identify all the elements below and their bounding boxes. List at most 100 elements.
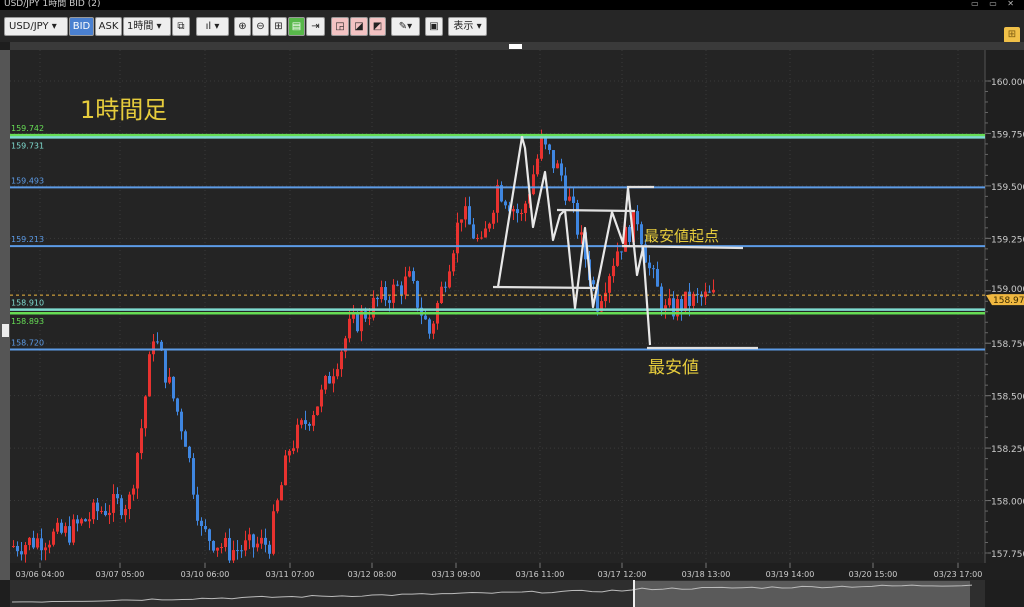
level-label: 159.731 <box>11 141 44 150</box>
candle <box>204 526 207 530</box>
edit-drawing-icon[interactable]: ◪ <box>350 17 368 36</box>
bid-button[interactable]: BID <box>69 17 94 36</box>
candle <box>324 376 327 390</box>
candle <box>76 519 79 524</box>
candle <box>504 201 507 206</box>
candle <box>352 313 355 319</box>
candle <box>192 458 195 495</box>
toolbar: USD/JPY ▾ BID ASK 1時間 ▾ ⧉ ıl ▾ ⊕ ⊖ ⊞ ▤ ⇥… <box>0 10 1024 43</box>
candle <box>108 512 111 516</box>
price-tick-label: 158.000 <box>991 498 1024 508</box>
level-label: 158.910 <box>11 299 44 308</box>
time-tick-label: 03/19 14:00 <box>766 570 815 579</box>
candle <box>536 158 539 175</box>
candle <box>196 494 199 521</box>
zoom-out-icon[interactable]: ⊖ <box>252 17 269 36</box>
candle <box>392 284 395 303</box>
timeframe-select[interactable]: 1時間 ▾ <box>123 17 171 36</box>
candle <box>672 298 675 317</box>
candle <box>428 319 431 334</box>
candle <box>456 222 459 254</box>
candle <box>500 185 503 202</box>
candle <box>264 537 267 545</box>
candle <box>148 354 151 397</box>
candle <box>308 423 311 426</box>
candle <box>208 529 211 541</box>
time-tick-label: 03/07 05:00 <box>96 570 145 579</box>
candle <box>56 522 59 532</box>
pen-icon[interactable]: ✎▾ <box>391 17 420 36</box>
candle <box>432 323 435 334</box>
candle <box>160 341 163 351</box>
candle <box>628 226 631 243</box>
candle <box>96 502 99 512</box>
candle <box>224 537 227 548</box>
candle <box>492 212 495 224</box>
candle <box>104 510 107 516</box>
candle <box>20 551 23 555</box>
window-controls[interactable]: ▭ ▭ ✕ <box>971 0 1018 8</box>
candle <box>156 341 159 343</box>
candle <box>220 547 223 549</box>
candle <box>544 136 547 145</box>
candle <box>316 406 319 416</box>
time-tick-label: 03/16 11:00 <box>516 570 565 579</box>
candle <box>84 519 87 522</box>
price-tick-label: 158.250 <box>991 445 1024 455</box>
candle <box>592 280 595 285</box>
left-scroll-handle[interactable] <box>2 324 9 337</box>
top-scroll-handle[interactable] <box>509 44 522 49</box>
level-label: 159.742 <box>11 124 44 133</box>
symbol-select[interactable]: USD/JPY ▾ <box>4 17 68 36</box>
candle <box>236 550 239 552</box>
time-tick-label: 03/20 15:00 <box>849 570 898 579</box>
price-tick-label: 157.750 <box>991 550 1024 560</box>
candle <box>212 540 215 551</box>
candle <box>92 502 95 520</box>
grid-icon[interactable]: ⊞ <box>270 17 287 36</box>
chart-type-caret: ▾ <box>214 21 220 32</box>
window-title: USD/JPY 1時間 BID (2) ▭ ▭ ✕ <box>0 0 1024 10</box>
candle <box>556 163 559 169</box>
candle <box>36 538 39 548</box>
ask-button[interactable]: ASK <box>95 17 122 36</box>
candle <box>260 537 263 544</box>
split-icon[interactable]: ▤ <box>288 17 305 36</box>
candle <box>164 350 167 383</box>
candle <box>696 293 699 295</box>
candle <box>452 253 455 272</box>
candle <box>248 534 251 541</box>
candle <box>16 545 19 552</box>
price-tick-label: 160.000 <box>991 78 1024 88</box>
layout-icon[interactable]: ⊞ <box>1004 27 1020 43</box>
candle <box>440 286 443 304</box>
candle <box>296 424 299 449</box>
candle <box>668 298 671 306</box>
candle <box>360 311 363 332</box>
screenshot-icon[interactable]: ▣ <box>425 17 443 36</box>
candle <box>80 519 83 524</box>
candle <box>596 284 599 312</box>
time-tick-label: 03/13 09:00 <box>432 570 481 579</box>
candle <box>400 285 403 295</box>
candle <box>380 287 383 300</box>
add-drawing-icon[interactable]: ◲ <box>331 17 349 36</box>
candle <box>468 206 471 225</box>
navigator-window <box>634 581 970 607</box>
link-icon[interactable]: ⧉ <box>172 17 190 36</box>
candle <box>312 415 315 426</box>
delete-drawing-icon[interactable]: ◩ <box>369 17 386 36</box>
chart-type-button[interactable]: ıl ▾ <box>196 17 229 36</box>
candle <box>424 315 427 320</box>
scroll-end-icon[interactable]: ⇥ <box>306 17 325 36</box>
candle <box>228 537 231 561</box>
left-scrollbar[interactable] <box>0 50 10 580</box>
candle <box>552 150 555 169</box>
candle <box>144 396 147 429</box>
candle <box>636 211 639 225</box>
candle <box>608 276 611 293</box>
view-menu-button[interactable]: 表示 ▾ <box>448 17 487 36</box>
price-tick-label: 159.000 <box>991 285 1024 295</box>
zoom-in-icon[interactable]: ⊕ <box>234 17 251 36</box>
